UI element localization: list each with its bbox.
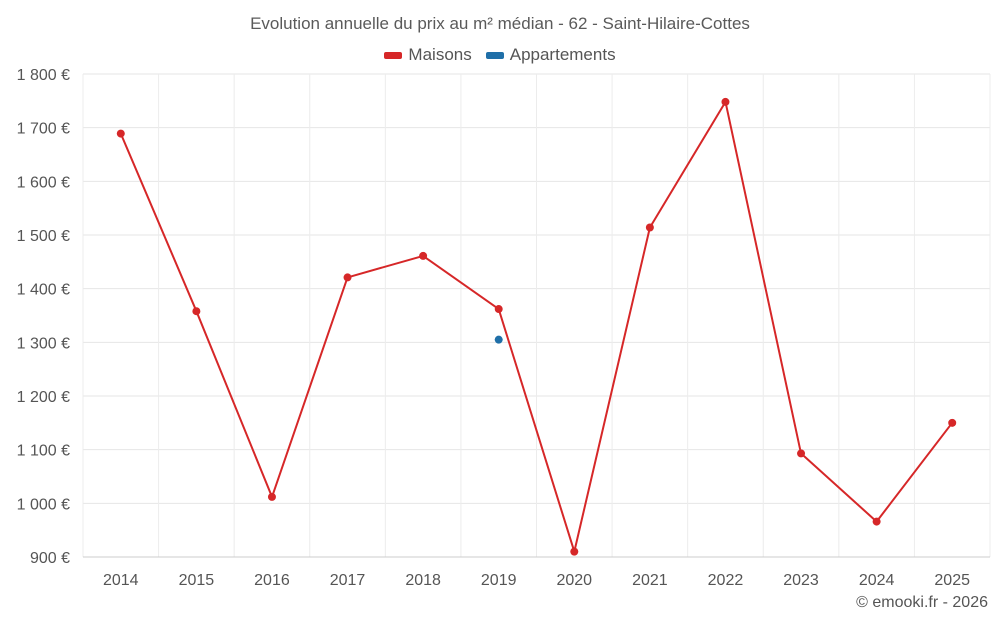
data-point-maisons <box>494 305 503 314</box>
legend: Maisons Appartements <box>0 45 1000 65</box>
data-point-maisons <box>948 418 957 427</box>
x-tick-label: 2022 <box>708 572 744 589</box>
x-tick-label: 2019 <box>481 572 517 589</box>
legend-item-maisons[interactable]: Maisons <box>384 45 472 65</box>
legend-swatch-appartements <box>485 51 504 59</box>
x-tick-label: 2025 <box>934 572 970 589</box>
legend-item-appartements[interactable]: Appartements <box>485 45 616 65</box>
credit-text: © emooki.fr - 2026 <box>856 594 988 611</box>
data-point-maisons <box>419 251 428 260</box>
x-tick-label: 2024 <box>859 572 895 589</box>
data-point-maisons <box>721 97 730 106</box>
x-tick-label: 2018 <box>405 572 441 589</box>
y-tick-label: 1 500 € <box>17 228 70 245</box>
y-tick-label: 1 100 € <box>17 443 70 460</box>
data-point-maisons <box>797 449 806 458</box>
data-point-appartements <box>494 335 503 344</box>
y-tick-label: 1 200 € <box>17 389 70 406</box>
x-tick-label: 2017 <box>330 572 366 589</box>
chart-title: Evolution annuelle du prix au m² médian … <box>250 14 750 33</box>
x-tick-label: 2016 <box>254 572 290 589</box>
legend-label-maisons: Maisons <box>408 45 472 64</box>
legend-swatch-maisons <box>384 51 403 59</box>
y-tick-label: 1 000 € <box>17 496 70 513</box>
data-point-maisons <box>192 307 201 316</box>
y-tick-label: 1 700 € <box>17 121 70 138</box>
y-tick-label: 1 300 € <box>17 335 70 352</box>
data-point-maisons <box>645 223 654 232</box>
data-point-maisons <box>570 547 579 556</box>
legend-label-appartements: Appartements <box>509 45 616 64</box>
x-tick-label: 2021 <box>632 572 668 589</box>
x-tick-label: 2014 <box>103 572 139 589</box>
y-tick-label: 1 800 € <box>17 67 70 84</box>
data-point-maisons <box>267 492 276 501</box>
x-tick-label: 2023 <box>783 572 819 589</box>
y-tick-label: 900 € <box>30 550 70 567</box>
series-line-maisons <box>119 100 953 553</box>
y-tick-label: 1 600 € <box>17 174 70 191</box>
data-point-maisons <box>116 129 125 138</box>
x-tick-label: 2015 <box>179 572 215 589</box>
data-point-maisons <box>872 517 881 526</box>
x-tick-label: 2020 <box>556 572 592 589</box>
y-tick-label: 1 400 € <box>17 282 70 299</box>
data-point-maisons <box>343 273 352 282</box>
